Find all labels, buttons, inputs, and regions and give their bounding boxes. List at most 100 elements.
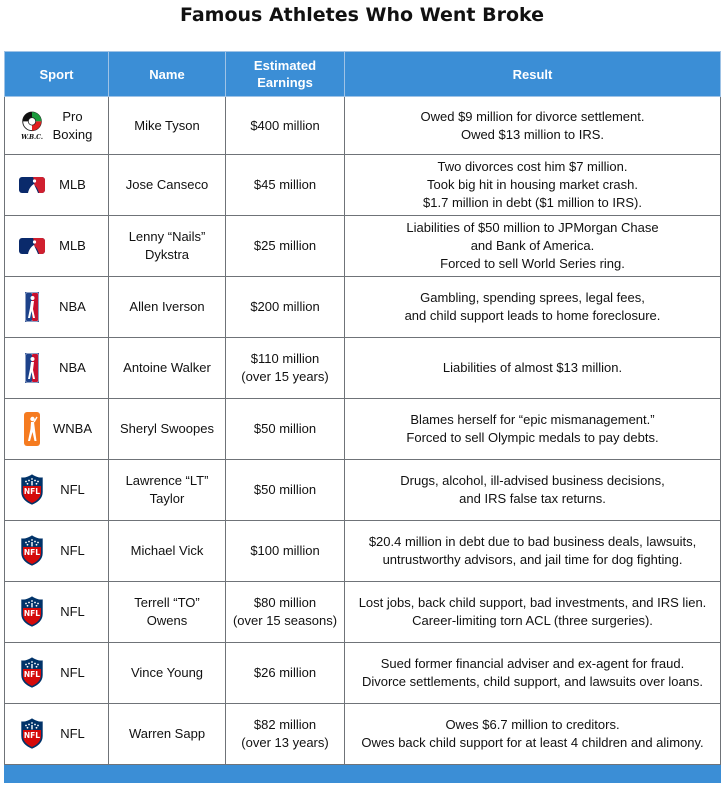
result-line: Owed $13 million to IRS. xyxy=(460,126,605,142)
footer-bar-cell xyxy=(4,764,721,783)
athletes-table: Sport Name Estimated Earnings Result W.B… xyxy=(4,51,721,783)
sport-cell-content: MLB xyxy=(5,216,108,276)
result-line: Liabilities of almost $13 million. xyxy=(442,360,623,375)
athlete-name-line: Lenny “Nails” xyxy=(128,229,206,244)
sport-cell-content: NFL NFL xyxy=(5,521,108,581)
svg-text:NFL: NFL xyxy=(24,609,40,618)
header-earnings-line: Earnings xyxy=(257,75,313,90)
sport-name: NFL xyxy=(45,725,108,743)
result-line: untrustworthy advisors, and jail time fo… xyxy=(382,552,683,567)
result-line: Owes back child support for at least 4 c… xyxy=(361,735,704,750)
result-line: Forced to sell World Series ring. xyxy=(440,256,625,271)
sport-name: WNBA xyxy=(45,420,108,438)
sport-cell-content: MLB xyxy=(5,155,108,215)
nfl-logo-icon: NFL xyxy=(20,718,44,750)
sport-name-line: Pro xyxy=(62,108,83,124)
nba-logo-icon xyxy=(25,353,39,383)
svg-text:W.B.C.: W.B.C. xyxy=(21,134,43,141)
sport-name: NFL xyxy=(45,542,108,560)
earnings-cell: $80 million (over 15 seasons) xyxy=(225,581,345,643)
result-line: and child support leads to home foreclos… xyxy=(404,308,661,323)
result-cell: Sued former financial adviser and ex-age… xyxy=(344,642,721,704)
athlete-name-line: Terrell “TO” xyxy=(134,595,200,610)
sport-logo xyxy=(19,168,45,202)
result-cell: Owed $9 million for divorce settlement. O… xyxy=(344,96,721,155)
header-sport: Sport xyxy=(4,51,109,97)
result-line: Owed $9 million for divorce settlement. xyxy=(420,108,645,124)
name-cell: Antoine Walker xyxy=(108,337,226,399)
result-cell: Gambling, spending sprees, legal fees, an… xyxy=(344,276,721,338)
nfl-logo-icon: NFL xyxy=(20,535,44,567)
sport-logo xyxy=(19,351,45,385)
earnings-line: $200 million xyxy=(250,299,320,314)
table-row: NFL NFL Terrell “TO” Owens $80 million (over … xyxy=(4,581,721,643)
sport-logo: NFL xyxy=(19,717,45,751)
earnings-line: $25 million xyxy=(253,238,317,253)
sport-logo xyxy=(19,229,45,263)
earnings-cell: $82 million (over 13 years) xyxy=(225,703,345,765)
table-row: NFL NFL Michael Vick $100 million $20.4 mill… xyxy=(4,520,721,582)
earnings-line: $80 million xyxy=(253,595,317,610)
sport-cell: NFL NFL xyxy=(4,581,109,643)
table-row: NFL NFL Vince Young $26 million Sued former … xyxy=(4,642,721,704)
athlete-name-line: Michael Vick xyxy=(130,543,204,558)
earnings-line: $400 million xyxy=(250,117,320,133)
result-cell: Drugs, alcohol, ill-advised business dec… xyxy=(344,459,721,521)
result-cell: Liabilities of almost $13 million. xyxy=(344,337,721,399)
earnings-line: $50 million xyxy=(253,421,317,436)
sport-cell-content: NFL NFL xyxy=(5,582,108,642)
sport-cell: W.B.C. Pro Boxing xyxy=(4,96,109,155)
sport-name: NBA xyxy=(45,359,108,377)
header-earnings-line: Estimated xyxy=(253,58,317,73)
table-row: NFL NFL Lawrence “LT” Taylor $50 million Drug… xyxy=(4,459,721,521)
sport-cell-content: NFL NFL xyxy=(5,643,108,703)
earnings-line: $26 million xyxy=(253,665,317,680)
header-row: Sport Name Estimated Earnings Result xyxy=(4,51,721,97)
footer-bar xyxy=(4,764,721,783)
sport-cell-content: NFL NFL xyxy=(5,704,108,764)
name-cell: Warren Sapp xyxy=(108,703,226,765)
earnings-line: $50 million xyxy=(253,482,317,497)
sport-cell-content: WNBA xyxy=(5,399,108,459)
earnings-cell: $400 million xyxy=(225,96,345,155)
earnings-cell: $50 million xyxy=(225,459,345,521)
sport-cell: NBA xyxy=(4,337,109,399)
result-line: Divorce settlements, child support, and … xyxy=(361,674,704,689)
athlete-name-line: Mike Tyson xyxy=(134,117,200,133)
result-line: Sued former financial adviser and ex-age… xyxy=(380,656,685,671)
sport-logo: NFL xyxy=(19,656,45,690)
result-line: Two divorces cost him $7 million. xyxy=(437,159,628,174)
athlete-name-line: Dykstra xyxy=(144,247,190,262)
svg-text:NFL: NFL xyxy=(24,731,40,740)
table-row: NBA Antoine Walker $110 million (over 15 ye… xyxy=(4,337,721,399)
sport-cell-content: NFL NFL xyxy=(5,460,108,520)
result-line: Liabilities of $50 million to JPMorgan C… xyxy=(406,220,659,235)
sport-cell: WNBA xyxy=(4,398,109,460)
sport-name-line: NFL xyxy=(60,726,85,741)
athlete-name-line: Taylor xyxy=(149,491,185,506)
result-line: and Bank of America. xyxy=(470,238,595,253)
result-line: $20.4 million in debt due to bad busines… xyxy=(368,534,697,549)
wnba-logo-icon xyxy=(24,412,40,446)
athlete-name-line: Allen Iverson xyxy=(129,299,205,314)
sport-logo xyxy=(19,290,45,324)
name-cell: Vince Young xyxy=(108,642,226,704)
athlete-name-line: Sheryl Swoopes xyxy=(120,421,214,436)
earnings-cell: $25 million xyxy=(225,215,345,277)
earnings-line: $45 million xyxy=(253,177,317,192)
table-row: W.B.C. Pro Boxing Mike Tyson $400 million Owe… xyxy=(4,96,721,155)
result-line: Blames herself for “epic mismanagement.” xyxy=(410,412,655,427)
svg-text:NFL: NFL xyxy=(24,548,40,557)
sport-name: NBA xyxy=(45,298,108,316)
sport-cell: NFL NFL xyxy=(4,642,109,704)
nfl-logo-icon: NFL xyxy=(20,657,44,689)
result-cell: Liabilities of $50 million to JPMorgan C… xyxy=(344,215,721,277)
sport-name-line: NFL xyxy=(60,543,85,558)
svg-text:NFL: NFL xyxy=(24,670,40,679)
earnings-line: (over 15 years) xyxy=(241,369,329,384)
athlete-name-line: Vince Young xyxy=(130,665,204,680)
nfl-logo-icon: NFL xyxy=(20,596,44,628)
sport-name-line: NFL xyxy=(60,604,85,619)
sport-logo: NFL xyxy=(19,473,45,507)
result-cell: $20.4 million in debt due to bad busines… xyxy=(344,520,721,582)
